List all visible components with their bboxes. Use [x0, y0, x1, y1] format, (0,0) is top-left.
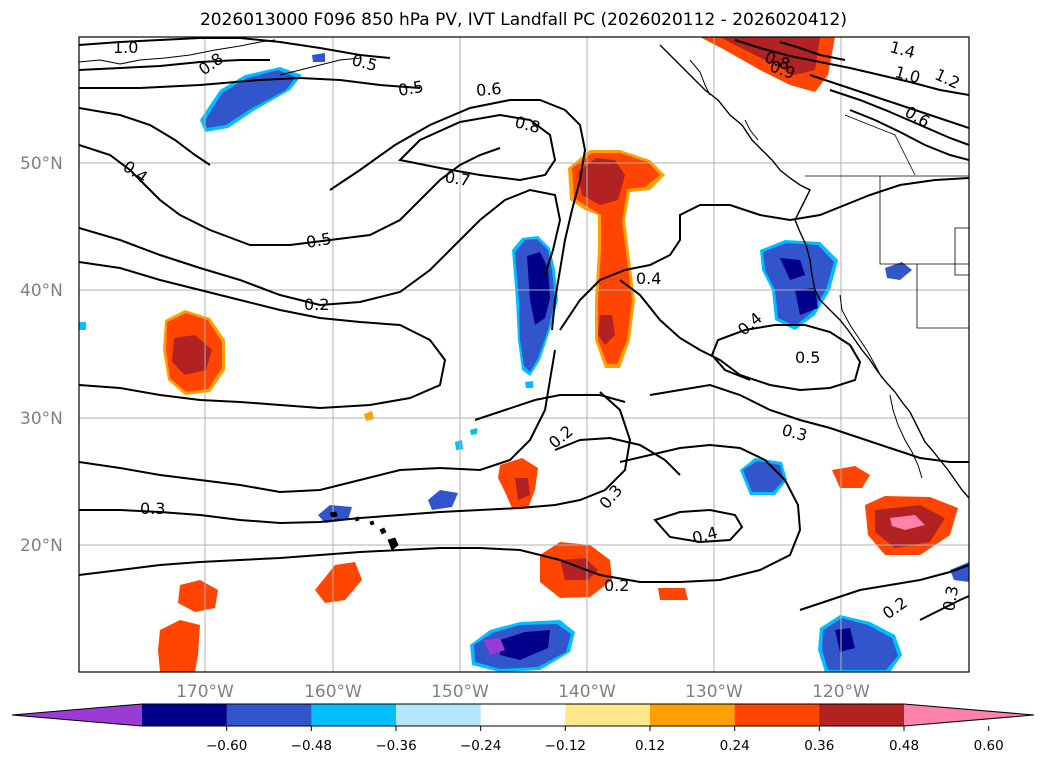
- contour-label: 0.4: [636, 269, 661, 288]
- islands: [329, 511, 399, 551]
- colorbar-segment: [650, 704, 736, 726]
- positive-anomaly-shading: [158, 37, 958, 672]
- contour-label: 0.3: [140, 499, 165, 518]
- lat-label: 50°N: [20, 154, 63, 174]
- lon-label: 150°W: [431, 682, 489, 702]
- lat-label: 30°N: [20, 409, 63, 429]
- colorbar-tick-label: 0.60: [974, 738, 1004, 754]
- cool-blob-west-coast: [760, 240, 838, 330]
- colorbar-outline: [11, 703, 1035, 727]
- contour-label: 0.5: [397, 77, 425, 100]
- warm-blob-ne-pacific: [568, 150, 665, 368]
- colorbar-segment: [226, 704, 312, 726]
- contour-label: 0.5: [305, 229, 333, 252]
- lat-label: 20°N: [20, 536, 63, 556]
- colorbar-tick-label: −0.60: [206, 738, 247, 754]
- warm-blob-west-pacific: [163, 310, 225, 395]
- colorbar-tick-label: 0.36: [804, 738, 834, 754]
- political-borders: [805, 114, 969, 329]
- colorbar-segment: [311, 704, 397, 726]
- colorbar-segment: [396, 704, 482, 726]
- colorbar-tick-label: 0.24: [720, 738, 750, 754]
- map-title: 2026013000 F096 850 hPa PV, IVT Landfall…: [199, 10, 847, 30]
- warm-blob-mexico-offshore: [865, 496, 958, 555]
- contour-label: 0.2: [304, 295, 329, 314]
- colorbar-segment: [142, 704, 228, 726]
- contour-label: 0.7: [443, 167, 471, 190]
- coastlines: [79, 39, 969, 499]
- warm-blob-central-pacific: [498, 458, 538, 508]
- contour-label: 0.6: [475, 79, 502, 100]
- contour-label: 0.5: [795, 348, 820, 367]
- lon-label: 140°W: [558, 682, 616, 702]
- colorbar-segment: [734, 704, 820, 726]
- colorbar-tick-label: −0.24: [460, 738, 501, 754]
- colorbar-tick-label: −0.12: [545, 738, 586, 754]
- pv-contours: [79, 37, 969, 621]
- colorbar-extend-low: [12, 704, 142, 726]
- colorbar-tick-label: 0.48: [889, 738, 919, 754]
- warm-blob-hawaii-east: [540, 542, 612, 598]
- cool-blob-small: [79, 53, 969, 582]
- colorbar-extend-high: [904, 704, 1034, 726]
- latitude-labels: 50°N 40°N 30°N 20°N: [20, 154, 63, 556]
- contour-label: 1.0: [113, 38, 138, 57]
- graticule: [79, 37, 969, 672]
- colorbar-segment: [480, 704, 566, 726]
- cool-blob-southeast-pacific: [470, 620, 575, 672]
- lon-label: 130°W: [685, 682, 743, 702]
- colorbar-segment: [819, 704, 905, 726]
- colorbar: −0.60 −0.48 −0.36 −0.24 −0.12 0.12 0.24 0.36 0.4…: [11, 703, 1035, 754]
- lon-label: 160°W: [304, 682, 362, 702]
- colorbar-segment: [565, 704, 651, 726]
- colorbar-tick-label: −0.36: [375, 738, 416, 754]
- cool-blob-aleutians: [200, 67, 302, 132]
- lon-label: 170°W: [176, 682, 234, 702]
- colorbar-tick-label: 0.12: [635, 738, 665, 754]
- colorbar-tick-label: −0.48: [291, 738, 332, 754]
- contour-label: 0.2: [604, 576, 629, 595]
- contour-label: 0.3: [939, 584, 962, 612]
- lat-label: 40°N: [20, 281, 63, 301]
- map-border: [78, 36, 970, 673]
- lon-label: 120°W: [812, 682, 870, 702]
- longitude-labels: 170°W 160°W 150°W 140°W 130°W 120°W: [176, 682, 870, 702]
